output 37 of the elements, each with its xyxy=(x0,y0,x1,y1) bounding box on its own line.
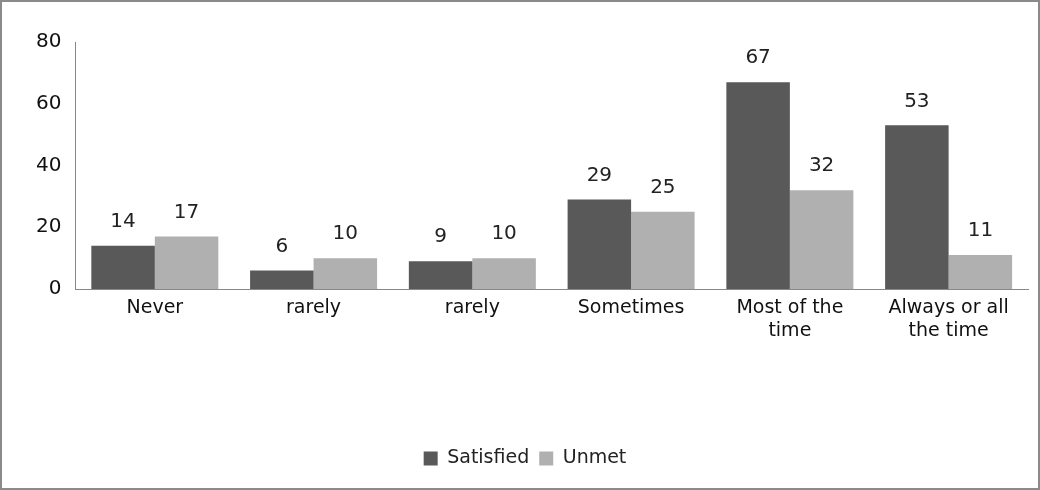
bar xyxy=(154,236,219,289)
data-label: 67 xyxy=(745,44,771,69)
y-tick-label: 80 xyxy=(36,28,62,53)
x-tick-label: Always or all the time xyxy=(888,295,1009,341)
bar xyxy=(789,190,854,289)
data-label: 9 xyxy=(434,223,447,248)
data-label: 53 xyxy=(904,87,930,112)
y-tick-label: 40 xyxy=(36,151,62,176)
bar xyxy=(250,270,314,289)
x-tick-label: Most of the time xyxy=(736,295,844,341)
legend-label: Satisfied xyxy=(447,445,530,468)
data-label: 10 xyxy=(332,220,359,245)
bar xyxy=(472,258,536,289)
x-tick-label: Sometimes xyxy=(577,295,685,318)
bar xyxy=(885,125,949,289)
bar xyxy=(313,258,378,289)
data-label: 11 xyxy=(967,217,994,242)
bar xyxy=(631,211,695,289)
y-tick-label: 20 xyxy=(36,213,62,238)
bar xyxy=(91,245,155,289)
data-label: 25 xyxy=(650,174,676,199)
data-label: 10 xyxy=(491,220,517,245)
legend-label: Unmet xyxy=(562,445,627,468)
data-label: 14 xyxy=(110,207,136,232)
data-label: 32 xyxy=(808,152,835,177)
bar xyxy=(726,82,790,289)
y-tick-label: 0 xyxy=(48,275,62,300)
data-label: 29 xyxy=(586,161,613,186)
bar xyxy=(408,261,473,289)
bar xyxy=(567,199,632,289)
data-label: 6 xyxy=(275,232,289,257)
bar xyxy=(948,255,1013,289)
x-tick-label: rarely xyxy=(444,295,500,318)
y-tick-label: 60 xyxy=(36,89,62,114)
x-tick-label: rarely xyxy=(286,295,342,318)
data-label: 17 xyxy=(173,198,200,223)
x-tick-label: Never xyxy=(126,295,184,318)
